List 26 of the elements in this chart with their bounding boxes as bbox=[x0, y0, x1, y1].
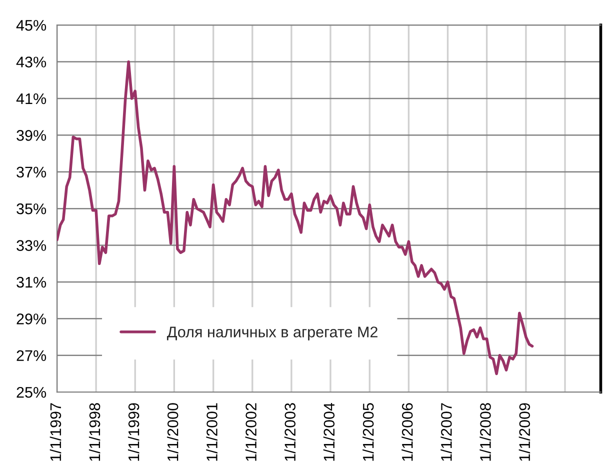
x-tick-label: 1/1/2008 bbox=[480, 403, 491, 461]
y-tick-label: 31% bbox=[16, 276, 46, 288]
x-tick-label: 1/1/2009 bbox=[518, 403, 530, 461]
x-tick-label: 1/1/2002 bbox=[245, 403, 256, 461]
x-tick-label: 1/1/1999 bbox=[128, 403, 140, 461]
x-tick-label: 1/1/1997 bbox=[50, 403, 62, 461]
y-tick-label: 27% bbox=[16, 350, 46, 362]
x-tick-label: 1/1/2007 bbox=[440, 403, 452, 461]
line-series bbox=[57, 60, 534, 376]
legend-label: Доля наличных в агрегате M2 bbox=[166, 326, 378, 340]
y-tick-label: 29% bbox=[16, 314, 46, 324]
x-tick-label: 1/1/1998 bbox=[88, 403, 100, 461]
y-tick-label: 39% bbox=[16, 130, 46, 141]
x-tick-label: 1/1/2004 bbox=[323, 402, 335, 461]
y-tick-label: 25% bbox=[16, 386, 46, 398]
y-tick-label: 41% bbox=[16, 93, 46, 104]
y-tick-label: 43% bbox=[16, 56, 46, 68]
x-tick-label: 1/1/2000 bbox=[167, 403, 178, 461]
y-tick-label: 37% bbox=[16, 166, 46, 178]
y-tick-label: 45% bbox=[16, 20, 46, 31]
y-tick-label: 33% bbox=[16, 240, 46, 251]
x-tick-label: 1/1/2005 bbox=[362, 403, 374, 461]
y-tick-label: 35% bbox=[16, 203, 46, 214]
x-tick-label: 1/1/2003 bbox=[284, 403, 296, 461]
x-tick-label: 1/1/2001 bbox=[206, 403, 218, 461]
x-tick-label: 1/1/2006 bbox=[402, 403, 413, 461]
